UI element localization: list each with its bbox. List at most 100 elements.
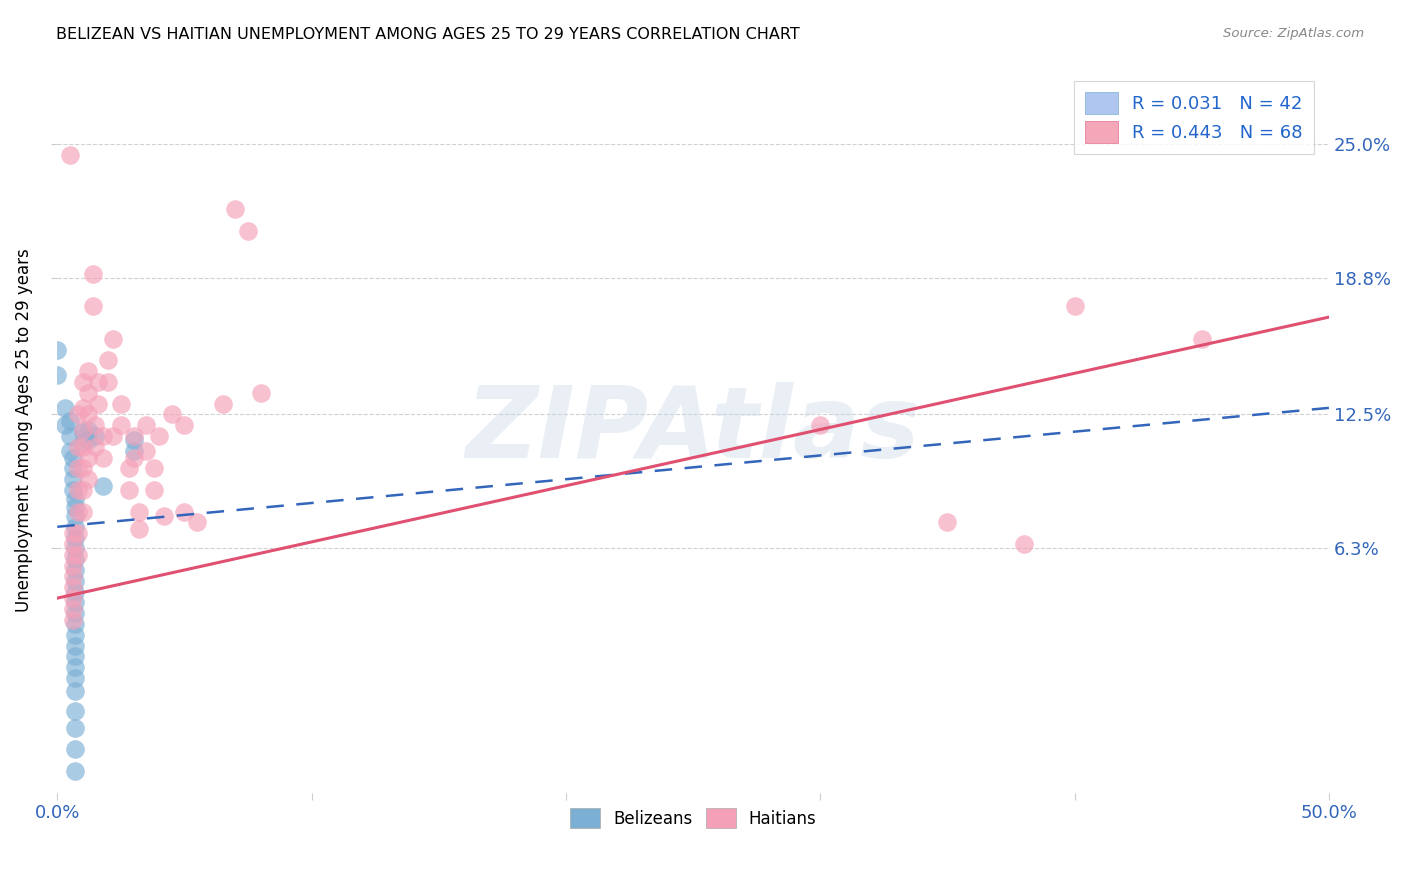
- Point: [173, 505, 195, 519]
- Point: [122, 450, 145, 465]
- Point: [53, 418, 76, 433]
- Point: [63, 595, 86, 609]
- Point: [62, 526, 84, 541]
- Point: [63, 684, 86, 698]
- Point: [72, 375, 94, 389]
- Point: [117, 483, 139, 497]
- Point: [72, 461, 94, 475]
- Point: [72, 425, 94, 439]
- Point: [72, 505, 94, 519]
- Point: [211, 396, 233, 410]
- Point: [72, 483, 94, 497]
- Text: Source: ZipAtlas.com: Source: ZipAtlas.com: [1223, 27, 1364, 40]
- Point: [63, 552, 86, 566]
- Point: [87, 375, 110, 389]
- Point: [62, 537, 84, 551]
- Point: [59, 444, 82, 458]
- Point: [76, 472, 98, 486]
- Point: [63, 584, 86, 599]
- Point: [66, 505, 89, 519]
- Point: [236, 224, 259, 238]
- Point: [82, 267, 104, 281]
- Point: [122, 429, 145, 443]
- Point: [135, 418, 157, 433]
- Point: [72, 435, 94, 450]
- Point: [63, 520, 86, 534]
- Point: [63, 628, 86, 642]
- Point: [66, 461, 89, 475]
- Point: [62, 602, 84, 616]
- Point: [186, 516, 208, 530]
- Point: [1191, 332, 1213, 346]
- Point: [63, 721, 86, 735]
- Y-axis label: Unemployment Among Ages 25 to 29 years: Unemployment Among Ages 25 to 29 years: [15, 249, 32, 613]
- Point: [142, 461, 165, 475]
- Point: [91, 479, 114, 493]
- Point: [62, 580, 84, 594]
- Point: [63, 508, 86, 523]
- Point: [63, 649, 86, 664]
- Point: [173, 418, 195, 433]
- Point: [63, 500, 86, 515]
- Point: [59, 429, 82, 443]
- Point: [62, 483, 84, 497]
- Point: [110, 396, 132, 410]
- Point: [87, 396, 110, 410]
- Point: [62, 461, 84, 475]
- Point: [72, 423, 94, 437]
- Point: [76, 423, 98, 437]
- Point: [76, 385, 98, 400]
- Point: [122, 444, 145, 458]
- Point: [63, 563, 86, 577]
- Point: [84, 429, 107, 443]
- Point: [63, 541, 86, 556]
- Point: [76, 434, 98, 448]
- Point: [936, 516, 959, 530]
- Point: [72, 440, 94, 454]
- Point: [66, 483, 89, 497]
- Point: [62, 613, 84, 627]
- Point: [97, 375, 120, 389]
- Point: [66, 440, 89, 454]
- Point: [1012, 537, 1035, 551]
- Point: [46, 343, 69, 357]
- Point: [62, 558, 84, 573]
- Point: [63, 606, 86, 620]
- Point: [63, 491, 86, 506]
- Point: [117, 461, 139, 475]
- Point: [46, 368, 69, 383]
- Point: [82, 299, 104, 313]
- Point: [76, 450, 98, 465]
- Point: [63, 704, 86, 718]
- Point: [63, 671, 86, 685]
- Point: [63, 531, 86, 545]
- Point: [62, 548, 84, 562]
- Point: [66, 408, 89, 422]
- Point: [160, 408, 183, 422]
- Point: [249, 385, 271, 400]
- Point: [91, 450, 114, 465]
- Point: [53, 401, 76, 415]
- Point: [1063, 299, 1085, 313]
- Point: [62, 591, 84, 606]
- Point: [97, 353, 120, 368]
- Text: ZIPAtlas: ZIPAtlas: [465, 382, 921, 479]
- Point: [63, 660, 86, 674]
- Point: [153, 508, 176, 523]
- Point: [135, 444, 157, 458]
- Point: [84, 418, 107, 433]
- Point: [84, 440, 107, 454]
- Point: [59, 148, 82, 162]
- Point: [808, 418, 831, 433]
- Legend: Belizeans, Haitians: Belizeans, Haitians: [562, 801, 824, 835]
- Point: [91, 429, 114, 443]
- Point: [224, 202, 246, 216]
- Point: [59, 414, 82, 428]
- Point: [62, 450, 84, 465]
- Point: [62, 472, 84, 486]
- Point: [110, 418, 132, 433]
- Point: [66, 526, 89, 541]
- Point: [72, 401, 94, 415]
- Point: [128, 505, 150, 519]
- Point: [128, 522, 150, 536]
